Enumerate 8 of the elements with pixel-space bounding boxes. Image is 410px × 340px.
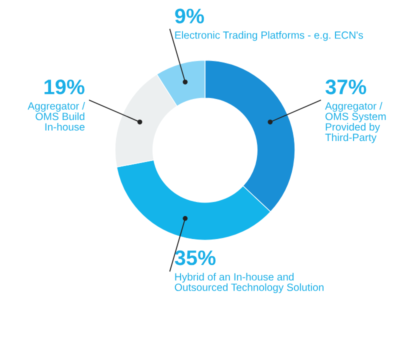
data-label: 35% <box>174 250 216 266</box>
slice-label: Electronic Trading Platforms - e.g. ECN's <box>175 31 363 41</box>
data-label: 37% <box>326 80 366 94</box>
data-label: 19% <box>44 80 84 94</box>
slice-label: Hybrid of an In-house and Outsourced Technology Solution <box>174 272 324 294</box>
data-label: 9% <box>175 8 204 24</box>
slice-label: Aggregator / OMS System Provided by Third-Party <box>325 102 386 144</box>
slice-label: Aggregator / OMS Build In-house <box>28 102 85 131</box>
